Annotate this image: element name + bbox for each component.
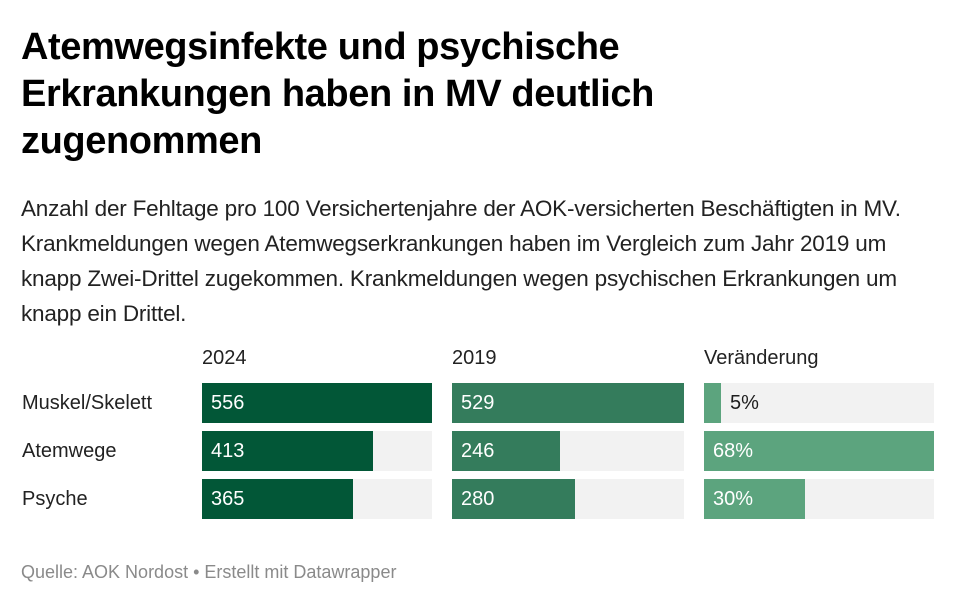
bar-ver-nderung-atemwege <box>704 431 934 471</box>
bar-track: 68% <box>704 431 934 471</box>
row-label-muskel-skelett: Muskel/Skelett <box>22 392 153 414</box>
bar-track: 246 <box>452 431 684 471</box>
row-label-psyche: Psyche <box>22 488 88 510</box>
bar-2024-muskel-skelett <box>202 383 432 423</box>
bar-track: 529 <box>452 383 684 423</box>
bar-value-label: 365 <box>211 488 245 510</box>
bar-track: 556 <box>202 383 432 423</box>
column-header-2024: 2024 <box>202 347 247 369</box>
chart-subtitle: Anzahl der Fehltage pro 100 Versicherten… <box>21 196 901 326</box>
bar-ver-nderung-muskel-skelett <box>704 383 721 423</box>
bar-track: 30% <box>704 479 934 519</box>
bar-value-label: 556 <box>211 392 245 414</box>
bar-value-label: 413 <box>211 440 245 462</box>
bar-value-label: 246 <box>461 440 495 462</box>
bar-2019-psyche <box>452 479 575 519</box>
source-footer: Quelle: AOK Nordost • Erstellt mit Dataw… <box>21 562 397 582</box>
row-label-atemwege: Atemwege <box>22 440 117 462</box>
bar-track: 5% <box>704 383 934 423</box>
bar-2024-psyche <box>202 479 353 519</box>
bar-value-label: 529 <box>461 392 495 414</box>
column-header-2019: 2019 <box>452 347 497 369</box>
bar-2024-atemwege <box>202 431 373 471</box>
column-header-ver-nderung: Veränderung <box>704 347 819 369</box>
bar-ver-nderung-psyche <box>704 479 805 519</box>
chart-title: Atemwegsinfekte und psychische Erkrankun… <box>21 26 654 162</box>
bar-value-label: 5% <box>730 392 759 414</box>
bar-track: 280 <box>452 479 684 519</box>
bar-value-label: 280 <box>461 488 495 510</box>
bar-value-label: 68% <box>713 440 754 462</box>
bar-value-label: 30% <box>713 488 754 510</box>
bar-2019-muskel-skelett <box>452 383 684 423</box>
bar-track: 365 <box>202 479 432 519</box>
bar-track: 413 <box>202 431 432 471</box>
bar-2019-atemwege <box>452 431 560 471</box>
